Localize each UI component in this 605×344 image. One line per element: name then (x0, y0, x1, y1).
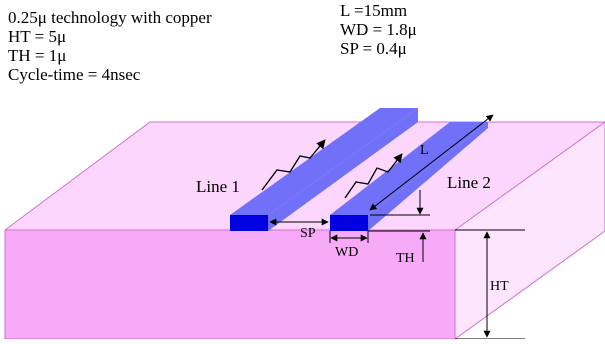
width-label: WD (335, 245, 358, 260)
substrate-front-face (4, 229, 456, 340)
line-1-label: Line 1 (196, 177, 240, 196)
spec-ht: HT = 5μ (8, 27, 66, 46)
spec-cycle-time: Cycle-time = 4nsec (8, 65, 141, 84)
spacing-label: SP (300, 226, 316, 241)
length-label: L (420, 143, 429, 158)
spec-spacing: SP = 0.4μ (340, 39, 407, 58)
spec-th: TH = 1μ (8, 46, 66, 65)
signal-arrow-line-1 (261, 139, 326, 191)
line-2-label: Line 2 (447, 173, 491, 192)
height-label: HT (490, 279, 509, 294)
spec-length: L =15mm (340, 1, 407, 20)
length-dimension (369, 114, 494, 211)
substrate-side-face (455, 122, 605, 339)
spec-width: WD = 1.8μ (340, 20, 417, 39)
wire-line-2-front (330, 215, 368, 231)
thickness-label: TH (396, 251, 415, 266)
spec-list-right: L =15mm WD = 1.8μ SP = 0.4μ (340, 1, 417, 58)
spec-list-left: 0.25μ technology with copper HT = 5μ TH … (8, 8, 212, 84)
spec-technology: 0.25μ technology with copper (8, 8, 212, 27)
wire-line-1-front (230, 215, 268, 231)
